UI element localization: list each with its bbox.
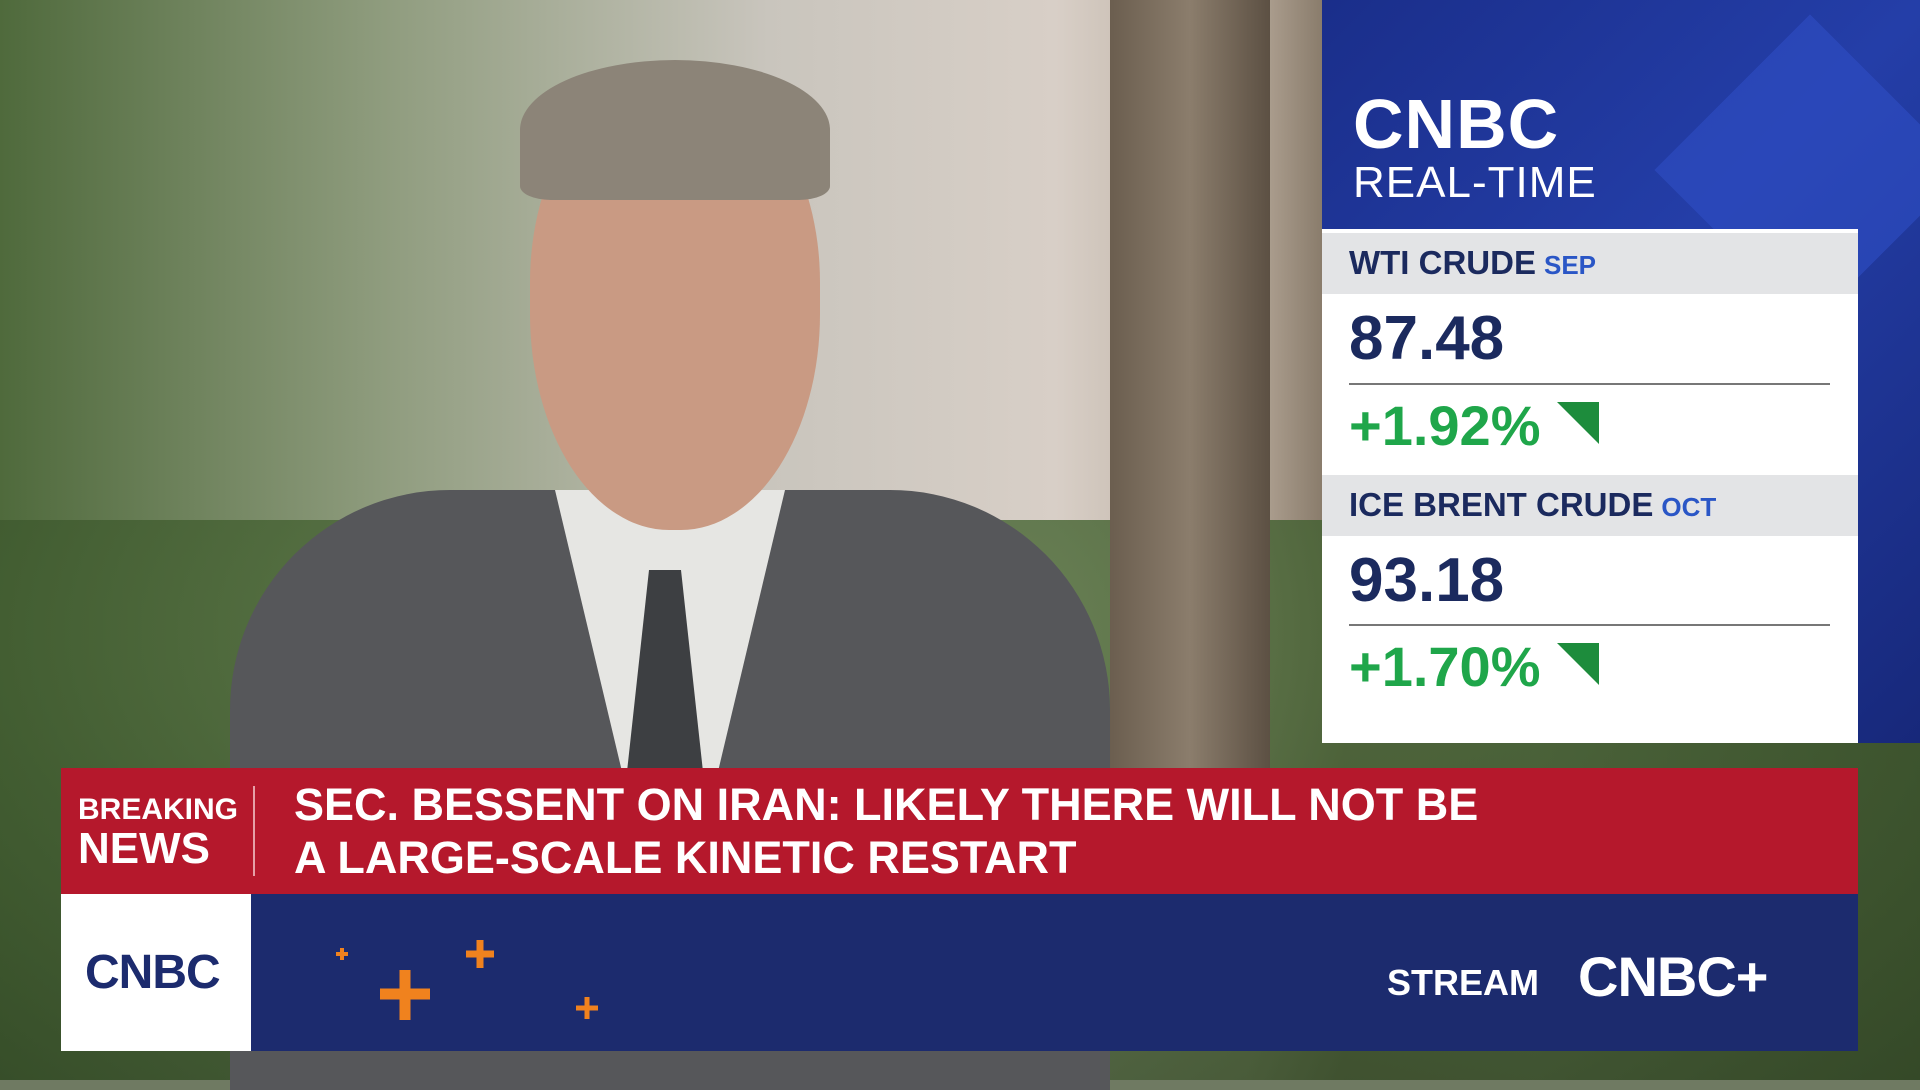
footer-logo: CNBC	[85, 946, 221, 999]
breaking-banner	[61, 768, 1858, 894]
quote-header	[1322, 475, 1858, 536]
tree-trunk	[1110, 0, 1270, 780]
stream-label: STREAM	[1387, 962, 1539, 1003]
headline-line: A LARGE-SCALE KINETIC RESTART	[294, 832, 1077, 883]
separator	[1349, 383, 1830, 385]
quote-month: SEP	[1543, 250, 1597, 280]
plus	[380, 970, 430, 1020]
stream-brand: CNBC+	[1578, 945, 1768, 1008]
plus	[576, 997, 598, 1019]
hair	[520, 60, 830, 200]
plus	[336, 948, 348, 960]
quote-title: WTI CRUDE SEP	[1349, 244, 1596, 282]
logo-box	[61, 894, 251, 1051]
quote-name: ICE BRENT CRUDE	[1349, 486, 1654, 523]
subtitle: REAL-TIME	[1353, 158, 1597, 207]
separator	[1349, 624, 1830, 626]
brand: CNBC	[1353, 85, 1560, 163]
quote-price: 93.18	[1349, 546, 1505, 615]
plus-decor	[336, 940, 598, 1020]
footer-bar	[61, 894, 1858, 1051]
quote-change: +1.70%	[1349, 635, 1541, 698]
news-label: NEWS	[78, 824, 210, 873]
quote-month: OCT	[1661, 492, 1717, 522]
quote-title: ICE BRENT CRUDE OCT	[1349, 486, 1716, 524]
headline-line: SEC. BESSENT ON IRAN: LIKELY THERE WILL …	[294, 779, 1479, 830]
breaking-label: BREAKING	[78, 793, 239, 826]
quote-name: WTI CRUDE	[1349, 244, 1536, 281]
divider	[253, 786, 255, 876]
quote-header	[1322, 233, 1858, 294]
plus	[466, 940, 494, 968]
quote-change: +1.92%	[1349, 394, 1541, 457]
quote-price: 87.48	[1349, 304, 1505, 373]
